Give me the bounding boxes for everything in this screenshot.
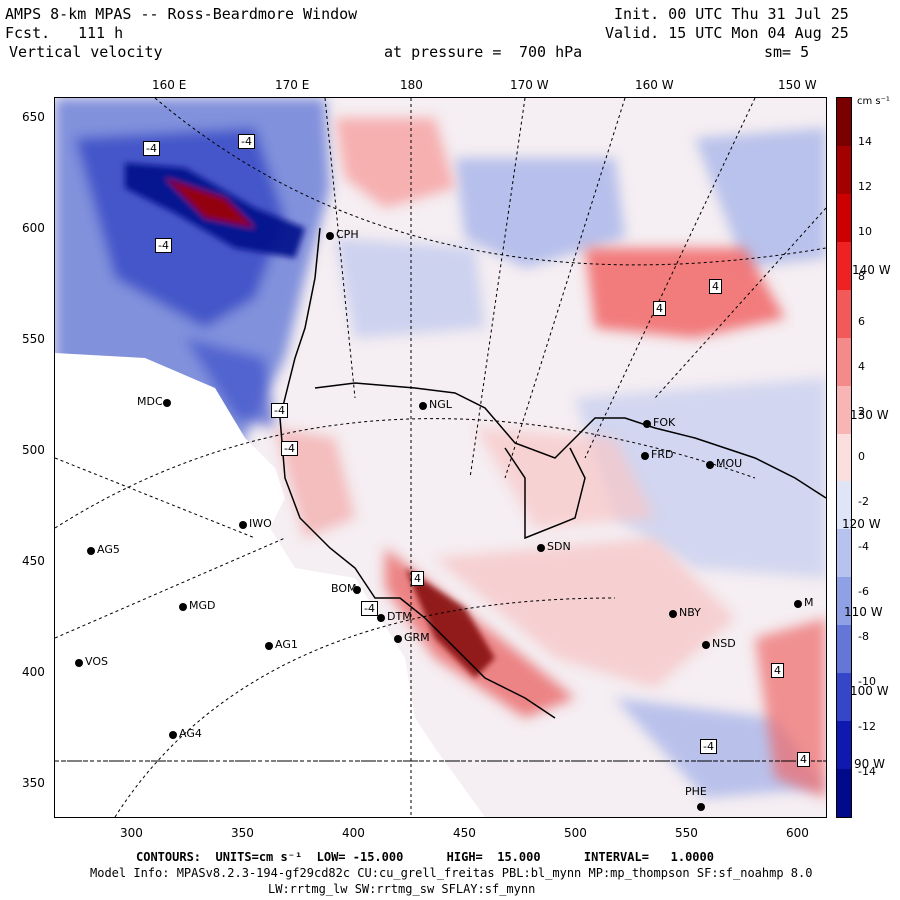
colorbar-tick-label: -10 bbox=[858, 675, 876, 688]
contour-label: -4 bbox=[361, 601, 378, 616]
colorbar-unit: cm s⁻¹ bbox=[857, 96, 890, 107]
colorbar-segment bbox=[837, 289, 851, 339]
color-scale-bar bbox=[836, 97, 852, 818]
map-graphic bbox=[55, 98, 826, 817]
colorbar-segment bbox=[837, 385, 851, 435]
contour-label: -4 bbox=[155, 238, 172, 253]
colorbar-segment bbox=[837, 241, 851, 291]
lon-tick: 160 W bbox=[635, 78, 674, 92]
y-tick: 650 bbox=[22, 110, 45, 124]
lon-right-label: 120 W bbox=[842, 517, 881, 531]
x-tick: 550 bbox=[675, 826, 698, 840]
colorbar-tick-label: -8 bbox=[858, 630, 869, 643]
colorbar-tick-label: 8 bbox=[858, 270, 865, 283]
colorbar-segment bbox=[837, 577, 851, 627]
x-tick: 400 bbox=[342, 826, 365, 840]
smoothing-value: sm= 5 bbox=[764, 43, 810, 61]
y-tick: 600 bbox=[22, 221, 45, 235]
contour-info: CONTOURS: UNITS=cm s⁻¹ LOW= -15.000 HIGH… bbox=[136, 850, 714, 864]
x-tick: 600 bbox=[786, 826, 809, 840]
y-tick: 500 bbox=[22, 443, 45, 457]
lon-tick: 170 E bbox=[275, 78, 310, 92]
forecast-hour: 111 h bbox=[78, 24, 124, 42]
pressure-label: at pressure = bbox=[384, 43, 502, 61]
contour-label: 4 bbox=[653, 301, 666, 316]
field-name: Vertical velocity bbox=[9, 43, 163, 61]
valid-time: Valid. 15 UTC Mon 04 Aug 25 bbox=[605, 24, 849, 42]
init-time: Init. 00 UTC Thu 31 Jul 25 bbox=[614, 5, 849, 23]
contour-label: -4 bbox=[238, 134, 255, 149]
colorbar-tick-label: -2 bbox=[858, 495, 869, 508]
colorbar-segment bbox=[837, 193, 851, 243]
lon-tick: 160 E bbox=[152, 78, 187, 92]
y-tick: 450 bbox=[22, 554, 45, 568]
colorbar-tick-label: 10 bbox=[858, 225, 872, 238]
x-tick: 450 bbox=[453, 826, 476, 840]
colorbar-tick-label: 0 bbox=[858, 450, 865, 463]
lon-right-label: 100 W bbox=[850, 684, 889, 698]
contour-label: -4 bbox=[271, 403, 288, 418]
colorbar-tick-label: 12 bbox=[858, 180, 872, 193]
lon-tick: 150 W bbox=[778, 78, 817, 92]
contour-label: 4 bbox=[411, 571, 424, 586]
contour-label: -4 bbox=[143, 141, 160, 156]
lon-tick: 170 W bbox=[510, 78, 549, 92]
x-tick: 500 bbox=[564, 826, 587, 840]
colorbar-tick-label: -14 bbox=[858, 765, 876, 778]
coastline bbox=[279, 227, 826, 719]
no-data-region bbox=[55, 353, 485, 817]
contour-label: -4 bbox=[281, 441, 298, 456]
terrain-features bbox=[125, 163, 495, 678]
y-tick: 550 bbox=[22, 332, 45, 346]
colorbar-tick-label: 6 bbox=[858, 315, 865, 328]
contour-label: 4 bbox=[797, 752, 810, 767]
lon-tick: 180 bbox=[400, 78, 423, 92]
colorbar-tick-label: -4 bbox=[858, 540, 869, 553]
colorbar-segment bbox=[837, 625, 851, 675]
colorbar-segment bbox=[837, 721, 851, 771]
x-tick: 350 bbox=[231, 826, 254, 840]
forecast-label: Fcst. bbox=[5, 24, 51, 42]
contour-label: 4 bbox=[709, 279, 722, 294]
contour-label: -4 bbox=[700, 739, 717, 754]
colorbar-tick-label: 2 bbox=[858, 405, 865, 418]
colorbar-segment bbox=[837, 98, 851, 147]
lon-right-label: 90 W bbox=[854, 757, 885, 771]
model-info-physics: LW:rrtmg_lw SW:rrtmg_sw SFLAY:sf_mynn bbox=[268, 882, 536, 896]
y-tick: 350 bbox=[22, 776, 45, 790]
lon-right-label: 110 W bbox=[844, 605, 883, 619]
contour-label: 4 bbox=[771, 663, 784, 678]
x-tick: 300 bbox=[120, 826, 143, 840]
colorbar-segment bbox=[837, 769, 851, 817]
colorbar-tick-label: 4 bbox=[858, 360, 865, 373]
colorbar-tick-label: -12 bbox=[858, 720, 876, 733]
colorbar-segment bbox=[837, 481, 851, 531]
colorbar-segment bbox=[837, 673, 851, 723]
y-tick: 400 bbox=[22, 665, 45, 679]
pressure-level: 700 hPa bbox=[519, 43, 583, 61]
colorbar-tick-label: 14 bbox=[858, 135, 872, 148]
colorbar-segment bbox=[837, 145, 851, 195]
model-info: Model Info: MPASv8.2.3-194-gf29cd82c CU:… bbox=[90, 866, 813, 880]
vertical-velocity-map: MDC NGL FOK FRD MOU IWO AG5 SDN MGD BOM … bbox=[54, 97, 827, 818]
colorbar-segment bbox=[837, 529, 851, 579]
lon-right-label: 130 W bbox=[850, 408, 889, 422]
map-title: AMPS 8-km MPAS -- Ross-Beardmore Window bbox=[5, 5, 358, 23]
lon-right-label: 140 W bbox=[852, 263, 891, 277]
colorbar-segment bbox=[837, 433, 851, 483]
colorbar-tick-label: -6 bbox=[858, 585, 869, 598]
colorbar-segment bbox=[837, 337, 851, 387]
